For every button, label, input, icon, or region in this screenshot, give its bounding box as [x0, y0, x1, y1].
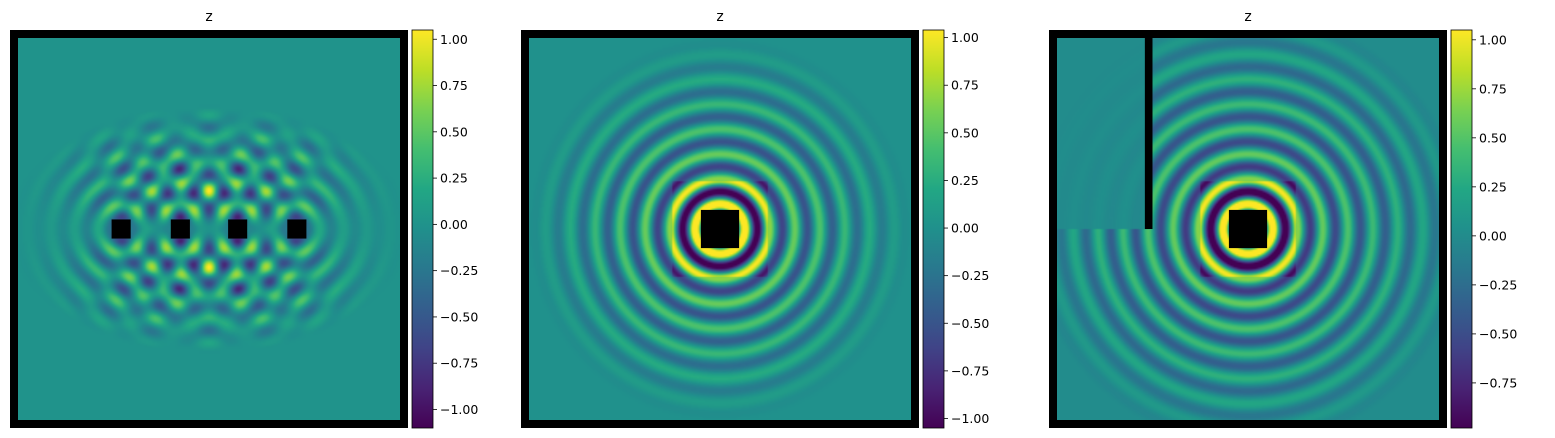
colorbar-tick-label: 1.00	[951, 30, 979, 45]
panel-1-heatmap	[18, 38, 400, 420]
colorbar-tick-label: 0.75	[1479, 81, 1507, 96]
obstacle-2	[170, 219, 190, 239]
colorbar-tick-label: −1.00	[951, 411, 989, 426]
colorbar-tick-label: −0.75	[951, 363, 989, 378]
colorbar-tick-label: 0.75	[440, 78, 468, 93]
colorbar-tick-label: 0.50	[440, 124, 468, 139]
colorbar-tick-label: −1.00	[440, 402, 478, 417]
obstacle-1	[1228, 209, 1268, 249]
colorbar-gradient	[1450, 29, 1473, 429]
colorbar-tick-label: 0.00	[440, 217, 468, 232]
colorbar-gradient	[411, 29, 434, 429]
colorbar-tick-label: 0.25	[440, 171, 468, 186]
colorbar-tick-label: 0.25	[951, 173, 979, 188]
colorbar-tick-label: 0.25	[1479, 179, 1507, 194]
obstacle-1	[700, 209, 740, 249]
obstacle-4	[287, 219, 307, 239]
panel-2-obstacles	[700, 209, 740, 249]
panel-2-colorbar: 1.00 0.75 0.50 0.25 0.00 −0.25 −0.50 −0.75 −1.00	[922, 29, 989, 429]
panel-3-obstacles	[1144, 38, 1268, 249]
panel-3-colorbar: 1.00 0.75 0.50 0.25 0.00 −0.25 −0.50 −0.75	[1450, 29, 1517, 429]
colorbar-tick-label: −0.25	[1479, 277, 1517, 292]
colorbar-tick-label: 0.00	[1479, 228, 1507, 243]
panel-3-title: z	[1244, 9, 1251, 25]
colorbar-tick-label: −0.25	[951, 268, 989, 283]
panel-2: z 1.00 0.75 0.50 0.25 0.00 −0.25 −0.50 −0.75 −1.…	[521, 9, 989, 429]
colorbar-tick-label: −0.50	[440, 309, 478, 324]
colorbar-tick-label: 1.00	[440, 32, 468, 47]
panel-1-colorbar: 1.00 0.75 0.50 0.25 0.00 −0.25 −0.50 −0.75 −1.00	[411, 29, 478, 429]
colorbar-gradient	[922, 29, 945, 429]
colorbar-tick-label: 0.00	[951, 221, 979, 236]
wall	[1144, 38, 1153, 229]
colorbar-tick-label: 1.00	[1479, 32, 1507, 47]
colorbar-tick-label: −0.50	[1479, 326, 1517, 341]
obstacle-1	[111, 219, 131, 239]
colorbar-tick-label: −0.75	[1479, 375, 1517, 390]
panel-1-title: z	[205, 9, 212, 25]
panel-2-title: z	[716, 9, 723, 25]
colorbar-tick-label: −0.75	[440, 356, 478, 371]
colorbar-tick-label: 0.75	[951, 78, 979, 93]
obstacle-3	[228, 219, 248, 239]
panel-1-obstacles	[111, 219, 307, 239]
panel-3: z 1.00 0.75 0.50 0.25 0.00 −0.25 −0.50 −0.75	[1049, 9, 1517, 429]
colorbar-tick-label: 0.50	[951, 125, 979, 140]
panel-1: z 1.00 0.75 0.50 0.25 0.00 −0.25 −0.50 −0.75 −1.…	[10, 9, 478, 429]
colorbar-tick-label: −0.50	[951, 316, 989, 331]
colorbar-tick-label: 0.50	[1479, 130, 1507, 145]
colorbar-tick-label: −0.25	[440, 263, 478, 278]
